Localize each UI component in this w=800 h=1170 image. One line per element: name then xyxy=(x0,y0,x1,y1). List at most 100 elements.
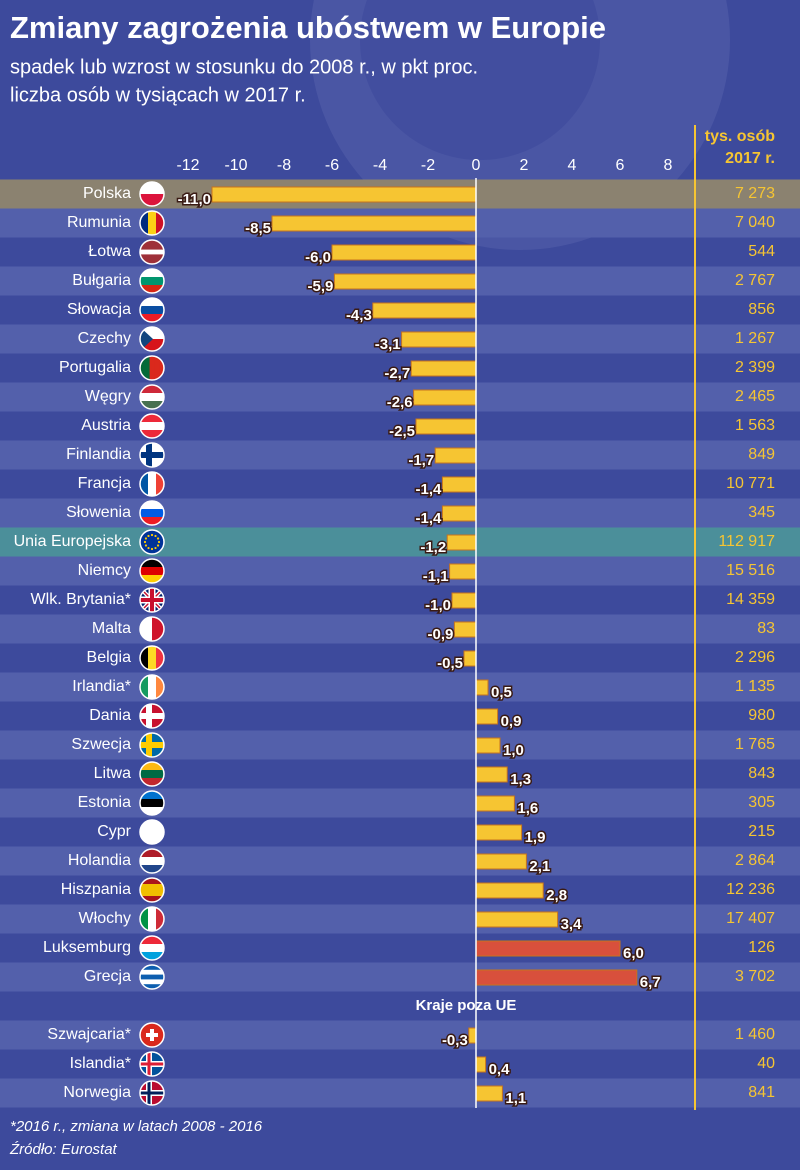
flag-stripe xyxy=(140,675,149,699)
flag-stripe xyxy=(140,414,164,423)
row-band xyxy=(0,846,800,876)
footnote: *2016 r., zmiana w latach 2008 - 2016 xyxy=(10,1118,263,1135)
flag-stripe xyxy=(148,675,157,699)
flag-stripe xyxy=(156,646,164,670)
flag-rim xyxy=(139,326,165,352)
x-tick-label: -4 xyxy=(373,157,387,174)
flag-rim xyxy=(139,1080,165,1106)
value-label: -0,3 xyxy=(442,1032,468,1049)
category-label: Portugalia xyxy=(59,359,131,376)
row-band xyxy=(0,904,800,934)
flag xyxy=(140,269,164,293)
flag xyxy=(140,211,164,235)
flag-stripe xyxy=(140,259,164,264)
row-band xyxy=(0,1020,800,1050)
value-label: 3,4 xyxy=(561,916,583,933)
footnote: Źródło: Eurostat xyxy=(9,1141,118,1158)
value-label: -1,1 xyxy=(423,568,449,585)
persons-value: 849 xyxy=(748,446,775,463)
bar xyxy=(475,824,523,841)
x-tick-label: 2 xyxy=(520,157,529,174)
flag xyxy=(140,878,164,902)
row-band xyxy=(0,730,800,760)
flag-rim xyxy=(139,355,165,381)
flag-stripe xyxy=(140,314,164,322)
flag-stripe xyxy=(156,675,164,699)
flag xyxy=(140,559,164,583)
x-tick-label: -6 xyxy=(325,157,339,174)
flag-stripe xyxy=(148,646,157,670)
category-label: Niemcy xyxy=(78,562,131,579)
flag xyxy=(140,617,164,641)
flag-stripe xyxy=(140,244,164,251)
x-tick-label: 8 xyxy=(664,157,673,174)
category-label: Litwa xyxy=(94,765,131,782)
flag-stripe xyxy=(140,936,164,945)
flag-stripe xyxy=(140,575,164,583)
value-label: -0,5 xyxy=(437,655,463,672)
category-label: Wlk. Brytania* xyxy=(31,591,131,608)
category-label: Holandia xyxy=(68,852,131,869)
flag-star xyxy=(144,544,148,547)
flag-stripe xyxy=(144,356,151,380)
bar xyxy=(441,476,477,493)
subtitle: liczba osób w tysiącach w 2017 r. xyxy=(10,84,306,106)
category-label: Unia Europejska xyxy=(14,533,132,550)
flag-stripe xyxy=(140,401,164,409)
value-label: 0,9 xyxy=(501,713,522,730)
category-label: Słowacja xyxy=(67,301,131,318)
persons-value: 1 267 xyxy=(735,330,775,347)
flag-stripe xyxy=(140,385,164,394)
x-tick-label: -8 xyxy=(277,157,291,174)
flag-cross xyxy=(146,704,152,728)
persons-value: 843 xyxy=(748,765,775,782)
flag-stripe xyxy=(140,194,164,206)
row-band xyxy=(0,672,800,702)
flag-stripe xyxy=(140,249,164,255)
flag-stripe xyxy=(140,472,149,496)
bar xyxy=(475,766,508,783)
bar xyxy=(401,331,477,348)
bar xyxy=(475,911,559,928)
persons-value: 10 771 xyxy=(726,475,775,492)
category-label: Cypr xyxy=(97,823,131,840)
x-tick-label: -12 xyxy=(176,157,199,174)
persons-value: 7 273 xyxy=(735,185,775,202)
value-label: -1,0 xyxy=(425,597,451,614)
subtitle: spadek lub wzrost w stosunku do 2008 r.,… xyxy=(10,56,478,78)
bar xyxy=(475,882,544,899)
logo-shape xyxy=(360,0,600,160)
bar xyxy=(475,969,638,986)
value-label: -2,5 xyxy=(389,423,415,440)
x-tick-label: 6 xyxy=(616,157,625,174)
persons-value: 2 465 xyxy=(735,388,775,405)
persons-value: 1 765 xyxy=(735,736,775,753)
row-band xyxy=(0,527,800,557)
flag xyxy=(140,907,164,931)
flag-stripe xyxy=(149,356,155,380)
flag xyxy=(140,965,164,989)
category-label: Włochy xyxy=(79,910,131,927)
flag-stripe xyxy=(152,617,164,641)
persons-value: 83 xyxy=(757,620,775,637)
bar xyxy=(372,302,477,319)
flag-stripe xyxy=(140,984,164,989)
value-label: 0,5 xyxy=(491,684,512,701)
row-band xyxy=(0,556,800,586)
persons-value: 1 563 xyxy=(735,417,775,434)
bar xyxy=(441,505,477,522)
flag-stripe xyxy=(156,472,164,496)
persons-value: 14 359 xyxy=(726,591,775,608)
category-label: Polska xyxy=(83,185,131,202)
persons-value: 2 399 xyxy=(735,359,775,376)
flag xyxy=(140,356,164,380)
flag xyxy=(140,298,164,322)
category-label: Norwegia xyxy=(63,1084,131,1101)
bar xyxy=(453,621,477,638)
value-label: -6,0 xyxy=(305,249,331,266)
flag-stripe xyxy=(140,979,164,985)
flag-stripe xyxy=(140,965,164,971)
bar xyxy=(475,1056,487,1073)
bar xyxy=(410,360,477,377)
category-label: Estonia xyxy=(78,794,131,811)
